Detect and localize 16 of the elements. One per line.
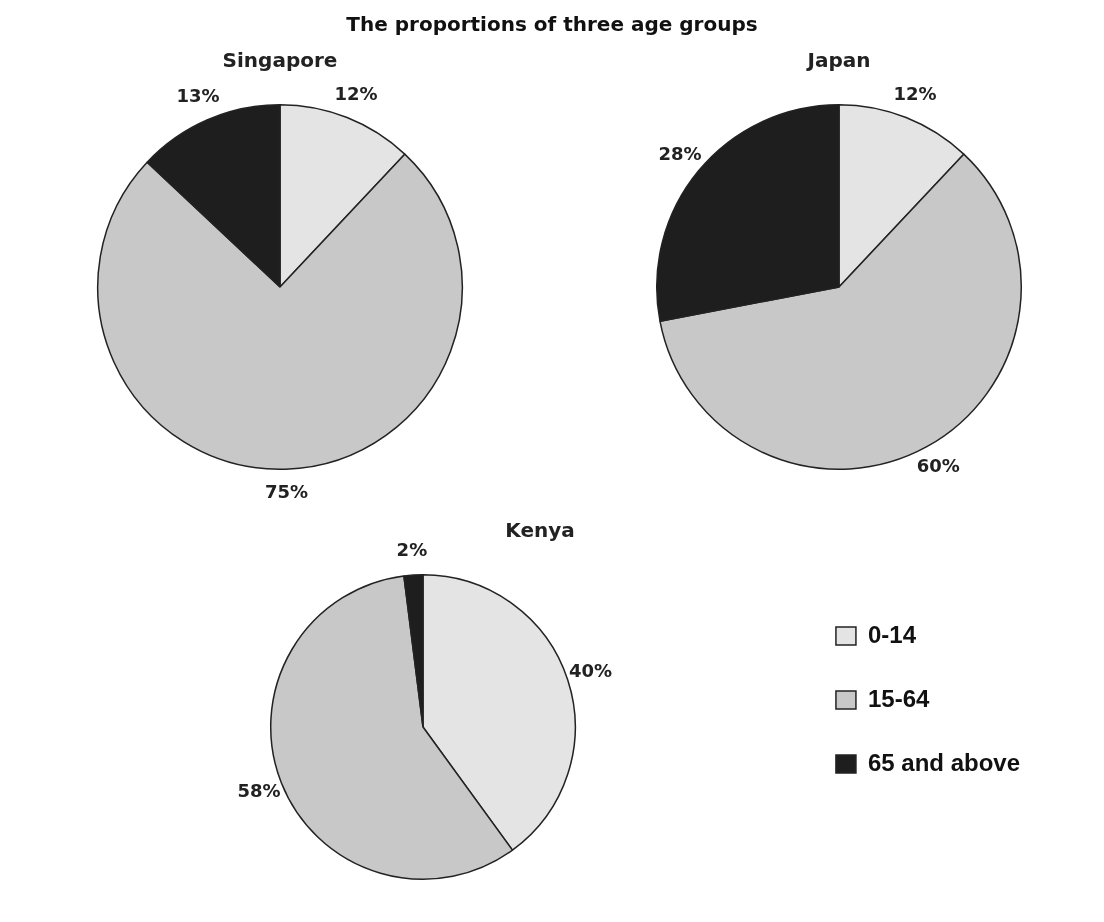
data-label: 40% — [569, 660, 613, 682]
data-label: 28% — [658, 143, 702, 165]
chart-title: Japan — [805, 48, 871, 73]
text: The proportions of three age groups — [345, 12, 759, 36]
data-label: 2% — [396, 538, 428, 560]
chart-title: Kenya — [505, 518, 575, 543]
data-label: 12% — [893, 82, 937, 104]
legend-label: 15-64 — [867, 684, 930, 712]
data-label: 12% — [334, 82, 378, 104]
data-label: 60% — [916, 455, 960, 477]
data-label: 75% — [264, 480, 309, 502]
legend-label: 65 and above — [867, 748, 1020, 776]
legend-label: 0-14 — [867, 620, 917, 648]
chart-subtitle: Singapore — [222, 48, 338, 73]
data-label: 58% — [237, 779, 281, 801]
data-label: 13% — [176, 85, 220, 107]
